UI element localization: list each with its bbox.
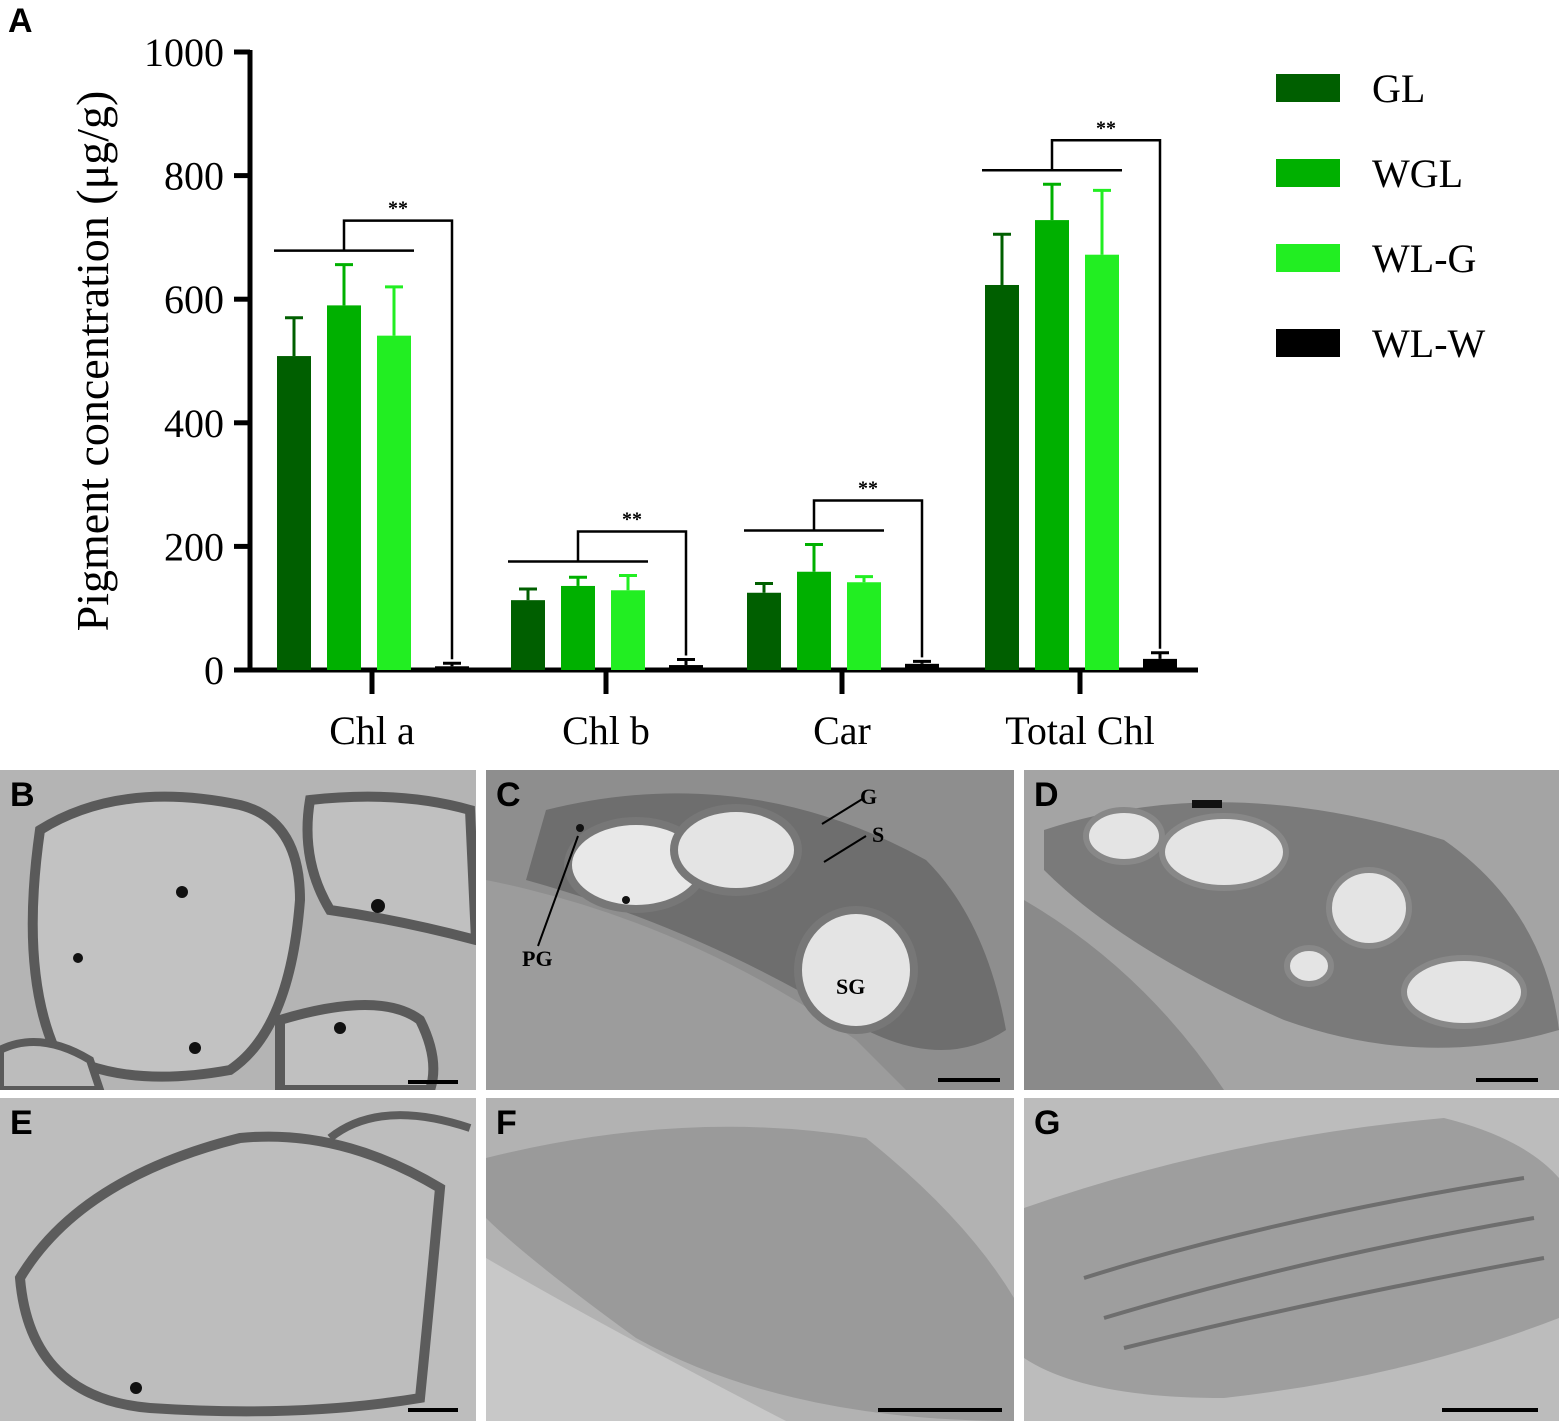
bar <box>847 582 881 670</box>
y-tick-label: 0 <box>204 648 224 693</box>
bar <box>435 666 469 670</box>
annotation-sg: SG <box>836 974 866 999</box>
scale-bar <box>1442 1408 1538 1412</box>
y-axis-title: Pigment concentration (μg/g) <box>67 91 118 632</box>
bar <box>561 585 595 670</box>
micrograph-label-c: C <box>496 776 521 814</box>
y-tick-label: 1000 <box>144 30 224 75</box>
x-tick-label: Car <box>813 708 871 753</box>
legend-swatch <box>1276 159 1340 187</box>
annotation-g: G <box>860 784 878 809</box>
micrograph-label-e: E <box>10 1104 33 1142</box>
bar <box>985 284 1019 670</box>
bar <box>905 663 939 670</box>
significance-bracket <box>812 499 924 658</box>
significance-label: ** <box>622 508 642 530</box>
micrograph-label-f: F <box>496 1104 517 1142</box>
bar <box>1085 254 1119 671</box>
bar <box>797 571 831 670</box>
significance-bracket <box>576 530 688 656</box>
bar <box>511 600 545 670</box>
scale-bar <box>408 1080 458 1084</box>
micrograph-c: C G S PG SG <box>486 770 1014 1090</box>
scale-bar <box>878 1408 1002 1412</box>
annotation-pg: PG <box>522 946 553 971</box>
y-tick-label: 600 <box>164 277 224 322</box>
micrograph-d: D <box>1024 770 1559 1090</box>
significance-brackets: ** ** ** ** <box>274 117 1162 660</box>
x-tick-label: Chl a <box>329 708 415 753</box>
scale-bar <box>938 1078 1000 1082</box>
legend-swatch <box>1276 244 1340 272</box>
chart-bars <box>277 182 1177 671</box>
legend-label: WL-G <box>1372 236 1476 281</box>
micrograph-g-image <box>1024 1098 1559 1421</box>
y-tick-label: 400 <box>164 401 224 446</box>
significance-label: ** <box>858 478 878 500</box>
micrograph-f-image <box>486 1098 1014 1421</box>
bar <box>1143 658 1177 670</box>
micrograph-label-d: D <box>1034 776 1059 814</box>
x-tick-label: Total Chl <box>1005 708 1154 753</box>
y-tick-label: 800 <box>164 154 224 199</box>
legend-label: GL <box>1372 66 1425 111</box>
bar <box>669 665 703 670</box>
legend-label: WL-W <box>1372 321 1486 366</box>
bar <box>747 592 781 670</box>
x-tick-label: Chl b <box>562 708 650 753</box>
micrograph-label-g: G <box>1034 1104 1061 1142</box>
micrograph-b-image <box>0 770 476 1090</box>
bar <box>1035 220 1069 670</box>
chart-legend: GL WGL WL-G WL-W <box>1276 66 1486 366</box>
micrograph-c-image <box>486 770 1014 1090</box>
micrograph-g: G <box>1024 1098 1559 1421</box>
legend-swatch <box>1276 329 1340 357</box>
annotation-s: S <box>872 822 885 847</box>
significance-label: ** <box>1096 117 1116 139</box>
significance-label: ** <box>388 198 408 220</box>
micrograph-e: E <box>0 1098 476 1421</box>
scale-bar <box>1476 1078 1538 1082</box>
panel-label-a: A <box>8 2 33 40</box>
scale-bar <box>408 1408 458 1412</box>
legend-swatch <box>1276 74 1340 102</box>
bar <box>327 305 361 670</box>
micrograph-e-image <box>0 1098 476 1421</box>
micrograph-b: B <box>0 770 476 1090</box>
bar <box>611 590 645 670</box>
micrograph-d-image <box>1024 770 1559 1090</box>
legend-label: WGL <box>1372 151 1463 196</box>
bar <box>277 356 311 670</box>
bar <box>377 335 411 670</box>
significance-bracket <box>342 219 454 660</box>
chart-axes: 0 200 400 600 800 1000 Pigment concentration (… <box>67 30 1198 753</box>
y-tick-label: 200 <box>164 524 224 569</box>
micrograph-f: F <box>486 1098 1014 1421</box>
bar-chart: A 0 200 400 600 800 1000 Pigment concentration… <box>8 2 1486 753</box>
significance-bracket <box>1050 139 1162 649</box>
micrograph-label-b: B <box>10 776 35 814</box>
